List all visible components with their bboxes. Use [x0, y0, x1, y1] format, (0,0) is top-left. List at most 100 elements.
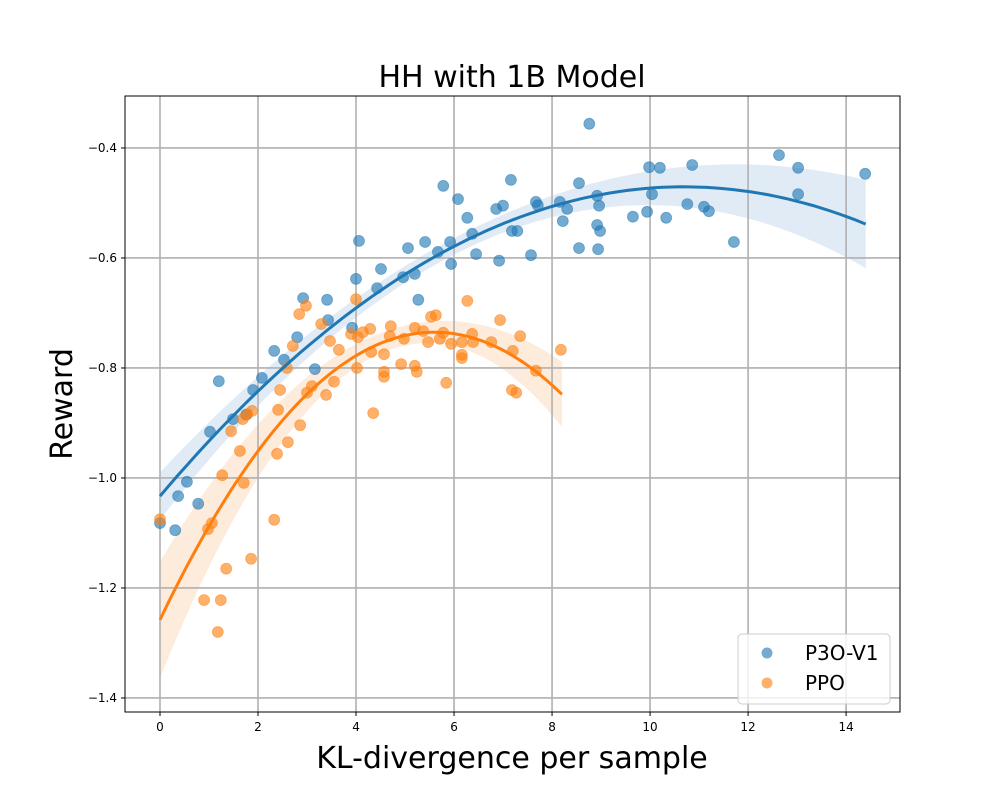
data-point-p3o-v1: [703, 205, 715, 218]
scatter-points: [154, 117, 872, 638]
data-point-ppo: [378, 370, 390, 383]
data-point-ppo: [422, 336, 435, 349]
axes-frame: [124, 95, 901, 713]
data-point-p3o-v1: [268, 344, 281, 357]
x-tick-label: 6: [450, 720, 458, 734]
data-point-p3o-v1: [461, 211, 474, 224]
data-point-p3o-v1: [212, 375, 225, 388]
x-tick-label: 8: [548, 720, 556, 734]
legend: P3O-V1 PPO: [737, 633, 891, 705]
x-tick-label: 14: [838, 720, 853, 734]
data-point-p3o-v1: [641, 205, 653, 218]
data-point-p3o-v1: [350, 272, 362, 285]
data-point-ppo: [455, 352, 468, 365]
data-point-ppo: [324, 335, 336, 347]
data-point-p3o-v1: [412, 293, 425, 306]
data-point-ppo: [233, 445, 246, 457]
data-point-ppo: [220, 562, 233, 575]
data-point-p3o-v1: [686, 159, 699, 171]
data-point-p3o-v1: [728, 236, 740, 248]
data-point-ppo: [246, 404, 259, 417]
data-point-p3o-v1: [321, 293, 334, 306]
data-point-p3o-v1: [593, 199, 605, 212]
data-point-ppo: [445, 337, 458, 350]
data-point-p3o-v1: [792, 188, 804, 201]
data-point-p3o-v1: [419, 236, 432, 248]
data-point-ppo: [328, 375, 340, 388]
data-point-p3o-v1: [660, 211, 673, 224]
data-point-ppo: [364, 322, 377, 335]
data-point-ppo: [455, 336, 468, 349]
data-point-p3o-v1: [525, 249, 537, 262]
data-point-p3o-v1: [180, 475, 193, 488]
y-tick-label: −0.6: [88, 251, 117, 265]
data-point-p3o-v1: [437, 179, 450, 192]
data-point-ppo: [294, 419, 307, 432]
data-point-ppo: [216, 469, 229, 482]
data-point-ppo: [320, 388, 333, 401]
fit-line-p3o-v1: [158, 185, 867, 498]
data-point-p3o-v1: [308, 363, 321, 376]
legend-box: [737, 633, 891, 705]
data-point-ppo: [395, 358, 408, 371]
data-point-p3o-v1: [654, 161, 666, 174]
legend-marker-ppo: [761, 677, 773, 689]
data-point-ppo: [245, 552, 258, 565]
y-tick-label: −0.4: [88, 141, 117, 155]
y-tick-label: −1.0: [88, 471, 117, 485]
data-point-p3o-v1: [573, 177, 585, 190]
data-point-ppo: [272, 403, 285, 416]
data-point-p3o-v1: [452, 193, 464, 206]
data-point-p3o-v1: [594, 225, 606, 237]
data-point-ppo: [315, 318, 328, 330]
data-point-ppo: [514, 330, 527, 343]
data-point-p3o-v1: [627, 210, 639, 223]
data-point-p3o-v1: [592, 243, 604, 256]
data-point-p3o-v1: [646, 188, 658, 201]
confidence-bands: [160, 164, 866, 679]
data-point-ppo: [293, 308, 306, 321]
data-point-ppo: [384, 320, 397, 333]
data-point-ppo: [350, 293, 362, 306]
data-point-p3o-v1: [255, 371, 268, 384]
x-tick-label: 4: [352, 720, 360, 734]
legend-label-p3o: P3O-V1: [805, 641, 879, 665]
data-point-p3o-v1: [504, 173, 517, 186]
data-point-ppo: [154, 513, 166, 526]
data-point-ppo: [198, 594, 211, 606]
data-point-ppo: [410, 365, 423, 378]
x-tick-label: 2: [254, 720, 262, 734]
data-point-ppo: [440, 376, 453, 389]
confidence-band-ppo: [160, 320, 562, 679]
y-axis-label: Reward: [45, 348, 80, 460]
data-point-p3o-v1: [445, 258, 458, 270]
data-point-p3o-v1: [556, 215, 569, 228]
data-point-p3o-v1: [681, 198, 694, 211]
data-point-ppo: [351, 362, 363, 374]
data-point-ppo: [429, 309, 442, 322]
data-point-p3o-v1: [573, 242, 585, 255]
data-point-p3o-v1: [511, 225, 524, 237]
data-point-ppo: [268, 513, 281, 526]
data-point-p3o-v1: [561, 203, 574, 215]
data-point-ppo: [367, 407, 380, 420]
data-point-ppo: [271, 447, 284, 460]
y-tick-label: −0.8: [88, 361, 117, 375]
data-point-p3o-v1: [470, 248, 483, 261]
y-axis-ticks: −1.4 −1.2 −1.0 −0.8 −0.6 −0.4: [88, 141, 125, 705]
data-point-p3o-v1: [497, 199, 509, 212]
fit-lines: [158, 185, 867, 621]
data-point-p3o-v1: [792, 161, 804, 174]
data-point-p3o-v1: [353, 234, 365, 247]
data-point-p3o-v1: [773, 149, 785, 162]
data-point-p3o-v1: [192, 497, 205, 510]
data-point-p3o-v1: [859, 167, 872, 180]
data-point-ppo: [286, 340, 299, 352]
fit-line-ppo: [158, 330, 563, 621]
data-point-ppo: [510, 386, 523, 399]
data-point-p3o-v1: [493, 254, 506, 267]
data-point-ppo: [274, 384, 287, 396]
data-point-p3o-v1: [643, 161, 655, 174]
